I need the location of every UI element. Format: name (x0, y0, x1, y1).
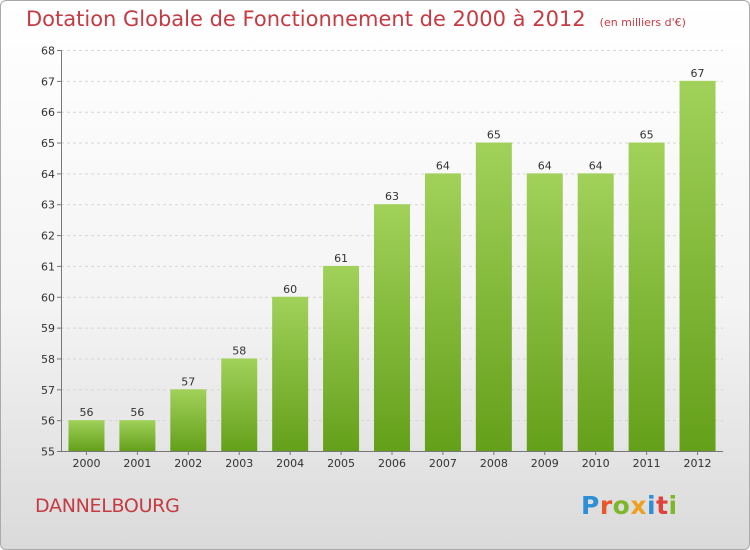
bar (170, 389, 207, 451)
bar (272, 296, 309, 451)
y-tick-label: 66 (41, 106, 55, 119)
proxiti-logo[interactable]: Proxiti (581, 491, 678, 520)
y-tick-label: 58 (41, 353, 55, 366)
y-tick-label: 62 (41, 230, 55, 243)
y-tick-label: 65 (41, 137, 55, 150)
data-label: 56 (130, 406, 144, 419)
chart-title: Dotation Globale de Fonctionnement de 20… (26, 7, 686, 31)
y-tick-label: 67 (41, 75, 55, 88)
y-tick-label: 57 (41, 384, 55, 397)
bar (679, 80, 716, 451)
y-tick-label: 56 (41, 415, 55, 428)
x-tick-label: 2011 (633, 457, 661, 470)
x-tick-label: 2008 (480, 457, 508, 470)
chart-subtitle: (en milliers d'€) (599, 16, 686, 29)
y-tick-label: 59 (41, 322, 55, 335)
y-tick-label: 63 (41, 199, 55, 212)
data-label: 65 (487, 129, 501, 142)
chart-title-text: Dotation Globale de Fonctionnement de 20… (26, 7, 586, 31)
data-label: 64 (436, 159, 450, 172)
commune-name: DANNELBOURG (35, 495, 180, 517)
bar (424, 173, 461, 451)
x-tick-label: 2000 (72, 457, 100, 470)
x-tick-label: 2002 (174, 457, 202, 470)
bar (577, 173, 614, 451)
bar (628, 142, 665, 452)
bar (374, 204, 410, 451)
bar (323, 265, 360, 451)
x-tick-label: 2007 (429, 457, 457, 470)
x-tick-label: 2009 (531, 457, 559, 470)
bar (68, 420, 105, 451)
y-tick-label: 60 (41, 291, 55, 304)
x-tick-label: 2003 (225, 457, 253, 470)
x-tick-label: 2012 (684, 457, 712, 470)
x-tick-label: 2005 (327, 457, 355, 470)
bar (475, 142, 512, 452)
data-label: 57 (181, 375, 195, 388)
bar (221, 358, 258, 451)
data-label: 61 (334, 252, 348, 265)
data-label: 63 (385, 190, 399, 203)
y-tick-label: 64 (41, 168, 55, 181)
data-label: 58 (232, 344, 246, 357)
data-label: 60 (283, 283, 297, 296)
y-tick-label: 68 (41, 45, 55, 58)
data-label: 65 (640, 129, 654, 142)
data-label: 64 (589, 159, 603, 172)
y-tick-label: 55 (41, 446, 55, 459)
bar (119, 420, 156, 451)
x-tick-label: 2006 (378, 457, 406, 470)
x-tick-label: 2010 (582, 457, 610, 470)
x-tick-label: 2001 (123, 457, 151, 470)
data-label: 56 (79, 406, 93, 419)
y-tick-label: 61 (41, 260, 55, 273)
bar (526, 173, 563, 451)
x-tick-label: 2004 (276, 457, 304, 470)
data-label: 67 (691, 67, 705, 80)
data-label: 64 (538, 159, 552, 172)
